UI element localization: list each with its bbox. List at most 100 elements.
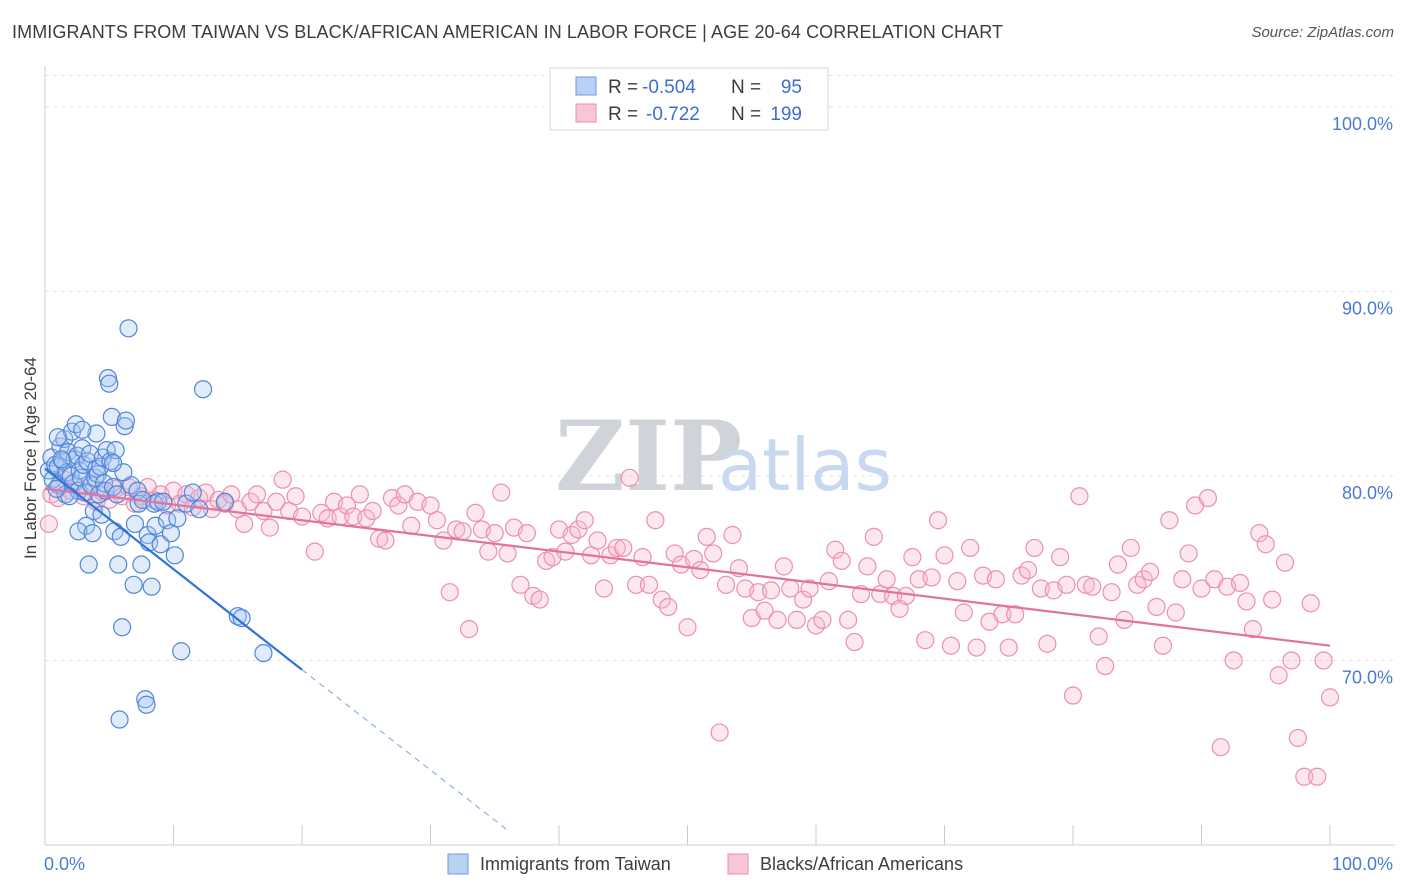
point-black xyxy=(839,610,858,629)
point-black xyxy=(402,516,421,535)
point-black xyxy=(774,557,793,576)
point-taiwan xyxy=(193,380,213,399)
point-black xyxy=(986,570,1006,589)
point-taiwan xyxy=(73,420,92,439)
point-taiwan xyxy=(137,695,156,714)
point-taiwan xyxy=(119,319,138,338)
point-black xyxy=(1288,728,1307,748)
legend-r-value-1: -0.504 xyxy=(642,77,696,98)
point-taiwan xyxy=(111,527,130,546)
point-black xyxy=(967,638,986,657)
bottom-legend-swatch-black xyxy=(727,853,749,875)
point-black xyxy=(1269,666,1288,685)
point-black xyxy=(1083,577,1102,596)
point-taiwan xyxy=(112,618,132,637)
bottom-legend-swatch-taiwan xyxy=(447,853,469,875)
point-black xyxy=(1153,636,1173,655)
x-tick-label: 0.0% xyxy=(44,854,85,874)
point-black xyxy=(427,511,447,530)
point-taiwan xyxy=(52,450,71,469)
point-taiwan xyxy=(138,525,157,545)
legend-n-value-2: 199 xyxy=(770,104,802,125)
point-black xyxy=(498,544,517,563)
legend-r-value-2: -0.722 xyxy=(646,104,700,125)
point-taiwan xyxy=(183,483,202,502)
point-black xyxy=(1018,560,1038,580)
trend-line-taiwan-extrapolated xyxy=(301,669,508,831)
legend-r-label-2: R = xyxy=(608,104,638,125)
watermark-zip: ZIP xyxy=(555,400,742,513)
point-black xyxy=(485,524,504,543)
point-black xyxy=(1006,605,1025,624)
point-taiwan xyxy=(132,555,151,574)
point-taiwan xyxy=(146,516,165,535)
point-black xyxy=(241,492,260,511)
point-taiwan xyxy=(116,411,136,430)
point-black xyxy=(768,610,787,629)
point-black xyxy=(440,583,459,602)
point-black xyxy=(1211,738,1230,757)
point-black xyxy=(794,590,813,609)
point-black xyxy=(376,531,395,550)
legend-swatch-taiwan xyxy=(575,76,597,96)
watermark: ZIP atlas xyxy=(555,400,892,513)
point-taiwan xyxy=(168,509,187,528)
point-taiwan xyxy=(124,575,143,594)
point-black xyxy=(813,610,832,629)
point-black xyxy=(1108,555,1128,574)
point-black xyxy=(588,531,607,550)
legend-n-label-2: N = xyxy=(731,104,761,125)
point-black xyxy=(1301,594,1320,613)
point-taiwan xyxy=(215,492,234,511)
point-black xyxy=(620,468,639,487)
point-black xyxy=(1140,562,1160,582)
point-black xyxy=(1179,544,1198,563)
point-taiwan xyxy=(151,535,170,554)
point-black xyxy=(941,636,961,655)
point-black xyxy=(903,548,922,567)
point-black xyxy=(704,544,723,563)
bottom-legend-label-taiwan: Immigrants from Taiwan xyxy=(480,854,671,874)
point-black xyxy=(1282,651,1301,670)
point-black xyxy=(530,590,549,609)
point-black xyxy=(575,511,594,530)
y-tick-label: 100.0% xyxy=(1332,114,1393,134)
point-black xyxy=(305,542,324,561)
point-black xyxy=(569,520,588,539)
point-black xyxy=(761,581,781,600)
point-black xyxy=(1070,487,1089,506)
top-legend: R = -0.504 N = 95 R = -0.722 N = 199 xyxy=(549,67,829,131)
point-black xyxy=(999,638,1018,657)
point-black xyxy=(678,618,697,637)
point-black xyxy=(594,579,614,598)
point-black xyxy=(1198,488,1218,508)
y-tick-label: 90.0% xyxy=(1342,298,1393,318)
point-black xyxy=(1038,634,1057,653)
point-black xyxy=(1256,535,1275,554)
trend-line-black xyxy=(44,487,1331,647)
point-black xyxy=(864,527,883,546)
point-black xyxy=(652,590,671,609)
point-taiwan xyxy=(104,453,123,473)
point-black xyxy=(260,518,279,537)
point-taiwan xyxy=(110,710,129,729)
point-taiwan xyxy=(83,524,102,543)
point-taiwan xyxy=(59,442,78,462)
point-taiwan xyxy=(87,424,106,443)
legend-r-label-1: R = xyxy=(608,77,638,98)
y-axis-label: In Labor Force | Age 20-64 xyxy=(21,357,40,559)
point-black xyxy=(697,527,716,546)
point-taiwan xyxy=(69,522,88,541)
point-taiwan xyxy=(88,465,107,484)
point-black xyxy=(826,540,845,559)
point-black xyxy=(1147,597,1166,617)
bottom-legend: Immigrants from Taiwan Blacks/African Am… xyxy=(447,853,963,875)
y-tick-label: 70.0% xyxy=(1342,667,1393,687)
axes xyxy=(44,66,1395,846)
point-black xyxy=(350,485,369,504)
point-taiwan xyxy=(79,555,98,574)
point-black xyxy=(517,524,536,543)
legend-n-value-1: 95 xyxy=(781,77,802,98)
point-black xyxy=(292,507,312,526)
point-black xyxy=(1121,538,1140,558)
